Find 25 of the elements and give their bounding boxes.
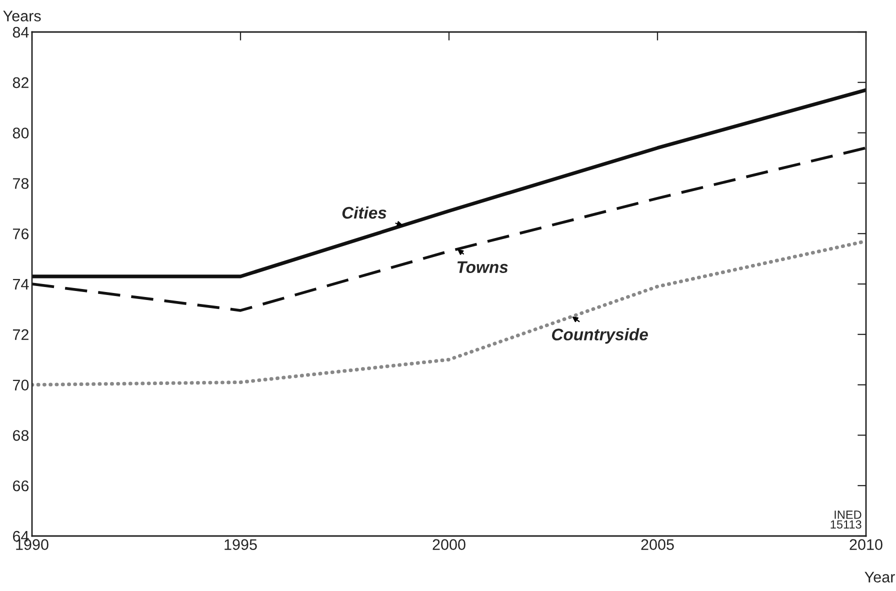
y-tick-label: 82 xyxy=(12,77,28,88)
x-tick-label: 1995 xyxy=(224,539,257,550)
y-tick-label: 72 xyxy=(13,329,28,340)
x-tick-label: 2000 xyxy=(432,539,466,550)
line-series xyxy=(32,88,866,278)
series-label: Countryside xyxy=(552,328,648,344)
y-tick-label: 84 xyxy=(12,26,29,38)
series-label: Towns xyxy=(457,261,508,274)
y-axis-title: Years xyxy=(3,10,41,22)
y-tick-label: 76 xyxy=(13,228,29,240)
x-tick-label: 1990 xyxy=(16,539,48,550)
x-axis-title: Year xyxy=(864,572,895,582)
y-tick-label: 66 xyxy=(13,480,29,492)
line-series xyxy=(32,146,866,312)
annotation: INED 15113 xyxy=(830,510,862,529)
y-tick-label: 78 xyxy=(13,178,29,189)
line-series xyxy=(32,239,866,387)
x-tick-label: 2010 xyxy=(850,539,882,550)
y-tick-label: 70 xyxy=(13,380,29,390)
y-tick-label: 80 xyxy=(12,128,29,138)
x-tick-label: 2005 xyxy=(641,539,674,550)
y-tick-label: 68 xyxy=(13,430,29,441)
y-tick-label: 64 xyxy=(13,530,29,542)
y-tick-label: 74 xyxy=(13,279,29,290)
series-label: Cities xyxy=(342,206,386,219)
